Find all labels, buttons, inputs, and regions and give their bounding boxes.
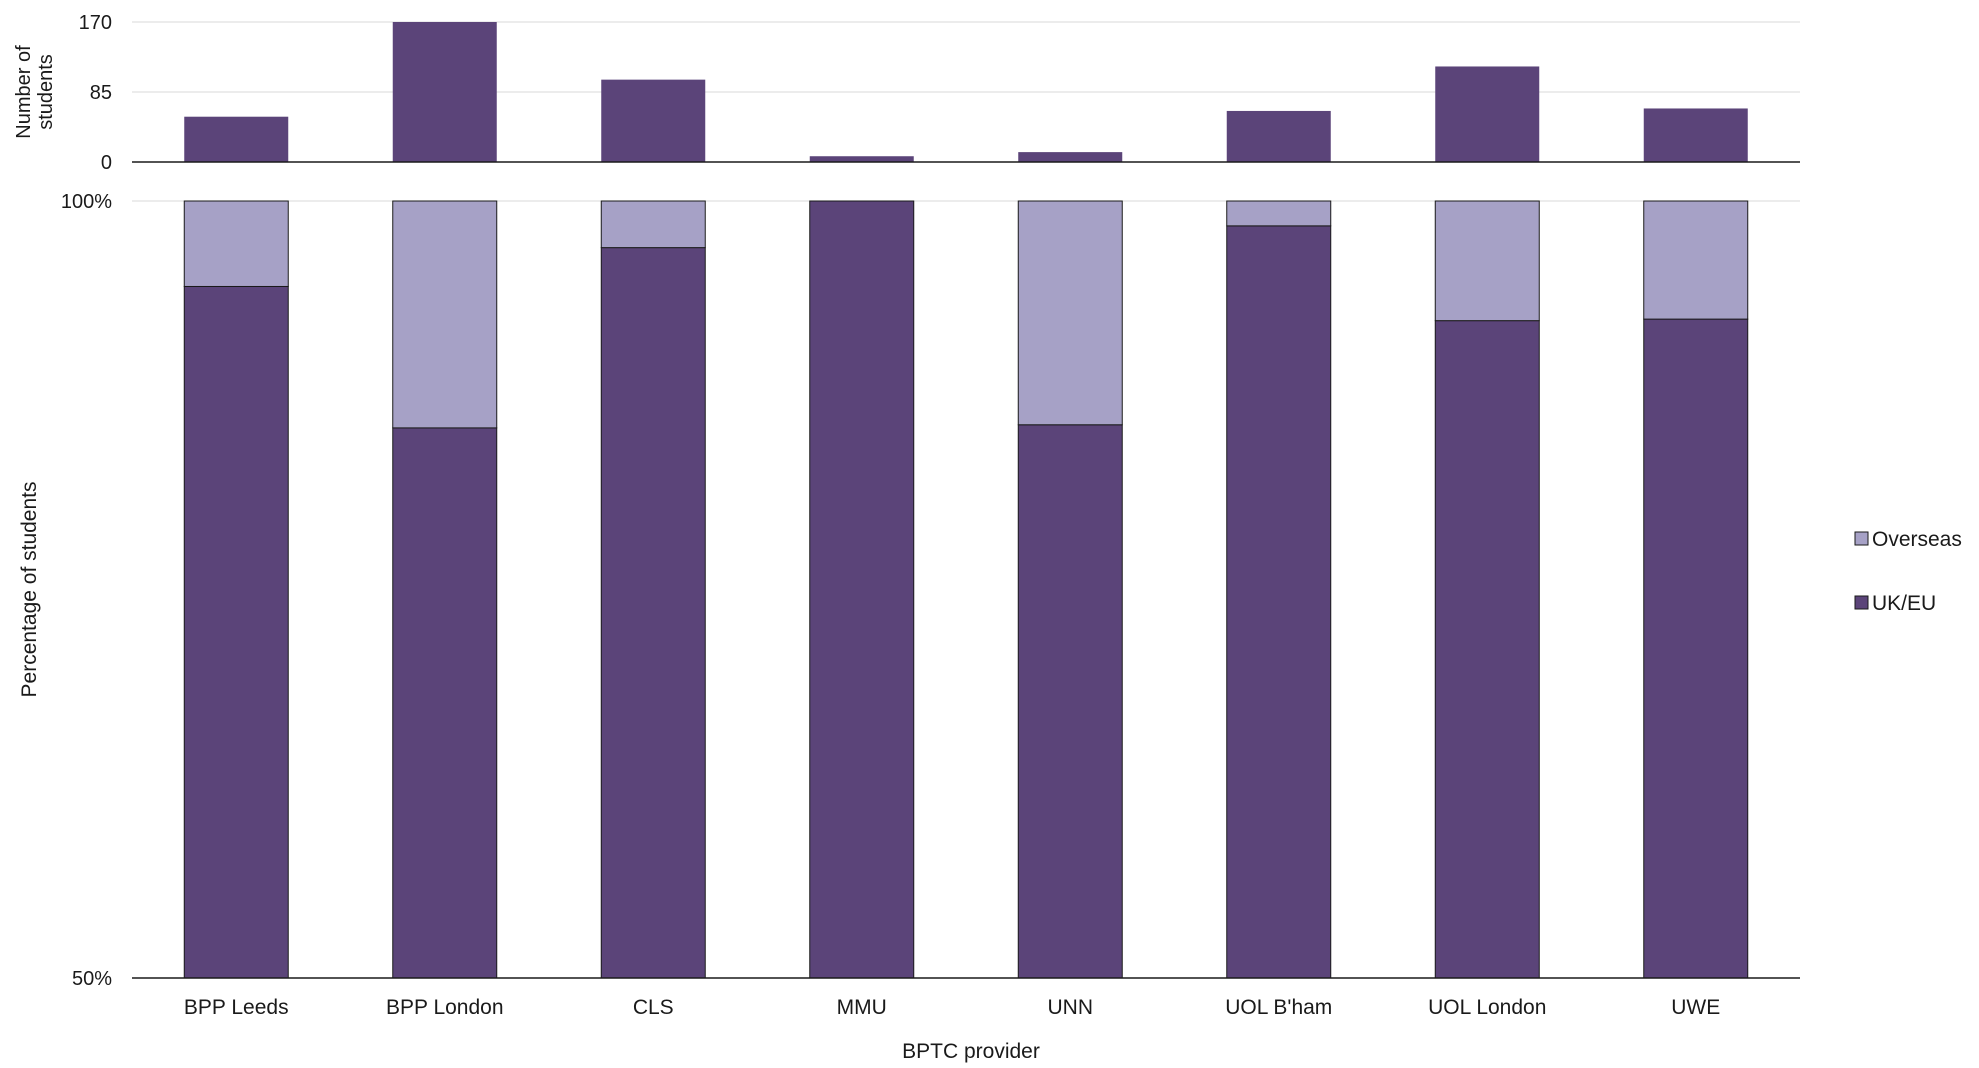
- bottom-y-tick-label: 100%: [61, 191, 112, 213]
- top-y-axis-label-line1: Number of: [13, 45, 35, 139]
- top-bar-uol-london: [1435, 66, 1540, 162]
- top-bar-cls: [601, 79, 706, 162]
- bar-uk-eu-uol-london: [1434, 320, 1540, 979]
- bar-uk-eu-cls: [600, 247, 706, 979]
- bar-uk-eu-unn: [1017, 424, 1123, 979]
- top-bar-mmu: [809, 156, 914, 162]
- bar-overseas-cls: [600, 200, 706, 249]
- legend-swatch-overseas: [1854, 531, 1869, 546]
- bar-overseas-uol-b-ham: [1226, 200, 1332, 227]
- bar-uk-eu-bpp-london: [392, 427, 498, 979]
- top-y-tick-label: 0: [101, 152, 112, 174]
- legend-label-overseas: Overseas: [1872, 528, 1962, 551]
- x-tick-label: CLS: [633, 996, 674, 1019]
- x-tick-label: UOL London: [1428, 996, 1546, 1019]
- x-axis-label: BPTC provider: [902, 1040, 1040, 1063]
- bar-uk-eu-uwe: [1643, 318, 1749, 979]
- top-bar-unn: [1018, 152, 1123, 162]
- x-tick-label: UNN: [1048, 996, 1094, 1019]
- top-y-tick-label: 170: [79, 12, 112, 34]
- bar-uk-eu-bpp-leeds: [183, 285, 289, 979]
- bar-overseas-uwe: [1643, 200, 1749, 320]
- bar-overseas-bpp-london: [392, 200, 498, 429]
- top-bar-bpp-london: [392, 22, 497, 162]
- bar-overseas-uol-london: [1434, 200, 1540, 322]
- bar-uk-eu-mmu: [809, 200, 915, 979]
- x-tick-label: BPP Leeds: [184, 996, 289, 1019]
- top-y-axis-label-line2: students: [35, 54, 57, 130]
- bottom-y-axis-label: Percentage of students: [18, 482, 41, 698]
- bottom-y-tick-label: 50%: [72, 968, 112, 990]
- top-bar-uol-b-ham: [1226, 110, 1331, 162]
- x-tick-label: BPP London: [386, 996, 504, 1019]
- bar-overseas-unn: [1017, 200, 1123, 426]
- top-bar-uwe: [1643, 108, 1748, 162]
- bar-overseas-bpp-leeds: [183, 200, 289, 287]
- bar-uk-eu-uol-b-ham: [1226, 225, 1332, 979]
- top-bar-bpp-leeds: [184, 116, 289, 162]
- legend-label-uk-eu: UK/EU: [1872, 592, 1936, 615]
- top-y-tick-label: 85: [90, 82, 112, 104]
- legend-swatch-uk-eu: [1854, 595, 1869, 610]
- x-tick-label: UWE: [1671, 996, 1720, 1019]
- x-tick-label: UOL B'ham: [1225, 996, 1332, 1019]
- x-tick-label: MMU: [837, 996, 887, 1019]
